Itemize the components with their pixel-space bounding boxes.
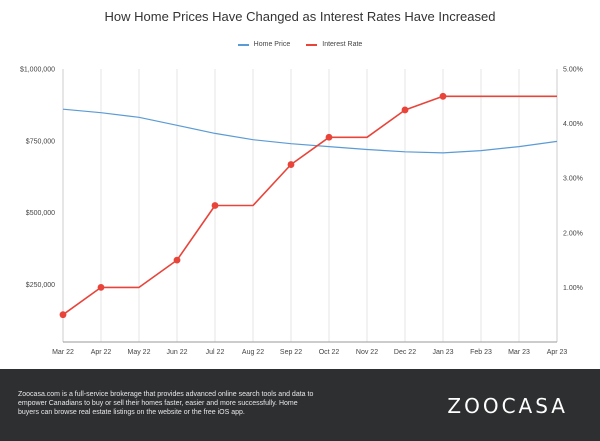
y-right-tick-label: 3.00%	[563, 176, 583, 183]
x-tick-label: Nov 22	[356, 349, 378, 356]
legend-swatch-home-price	[237, 43, 249, 46]
chart-title: How Home Prices Have Changed as Interest…	[104, 9, 496, 24]
zoocasa-logo: ZOOCASA	[447, 394, 568, 418]
y-right-tick-label: 1.00%	[563, 285, 583, 292]
x-tick-label: Jul 22	[206, 349, 225, 356]
footer: Zoocasa.com is a full-service brokerage …	[0, 369, 600, 441]
x-tick-label: Apr 23	[547, 349, 568, 356]
y-right-tick-label: 5.00%	[563, 67, 583, 74]
series-line-interest-rate	[62, 95, 557, 316]
x-tick-label: Mar 22	[52, 349, 74, 356]
x-tick-label: Apr 22	[91, 349, 112, 356]
data-point-interest-rate	[173, 256, 181, 264]
series-line-home-price	[62, 108, 558, 154]
data-point-interest-rate	[59, 311, 67, 319]
x-tick-label: May 22	[128, 349, 151, 356]
footer-description: Zoocasa.com is a full-service brokerage …	[18, 391, 314, 416]
x-tick-label: Feb 23	[470, 349, 492, 356]
y-left-tick-label: $1,000,000	[20, 67, 55, 74]
data-point-interest-rate	[97, 284, 105, 291]
x-tick-label: Dec 22	[394, 349, 416, 356]
legend-label-interest-rate: Interest Rate	[322, 41, 363, 48]
y-right-tick-label: 2.00%	[563, 230, 583, 237]
x-tick-label: Oct 22	[319, 349, 340, 356]
y-left-tick-label: $750,000	[26, 138, 55, 145]
legend-item-home-price: Home Price	[237, 41, 291, 48]
x-tick-label: Jun 22	[166, 349, 187, 356]
y-left-tick-label: $500,000	[26, 210, 55, 217]
data-point-interest-rate	[211, 202, 219, 209]
data-point-interest-rate	[287, 161, 295, 168]
line-chart: Mar 22 Apr 22 May 22 Jun 22 Jul 22 Aug 22 Sep …	[20, 67, 583, 357]
x-tick-label: Aug 22	[242, 349, 264, 356]
x-tick-label: Mar 23	[508, 349, 530, 356]
legend-label-home-price: Home Price	[253, 41, 291, 48]
data-point-interest-rate	[325, 133, 333, 141]
data-point-interest-rate	[401, 106, 409, 114]
legend-swatch-interest-rate	[306, 43, 318, 46]
x-tick-label: Sep 22	[280, 349, 302, 356]
x-tick-label: Jan 23	[432, 349, 453, 356]
legend: Home Price Interest Rate	[0, 41, 600, 48]
y-left-tick-label: $250,000	[26, 282, 55, 289]
legend-item-interest-rate: Interest Rate	[306, 41, 362, 48]
y-right-tick-label: 4.00%	[563, 121, 583, 128]
data-point-interest-rate	[439, 92, 447, 100]
